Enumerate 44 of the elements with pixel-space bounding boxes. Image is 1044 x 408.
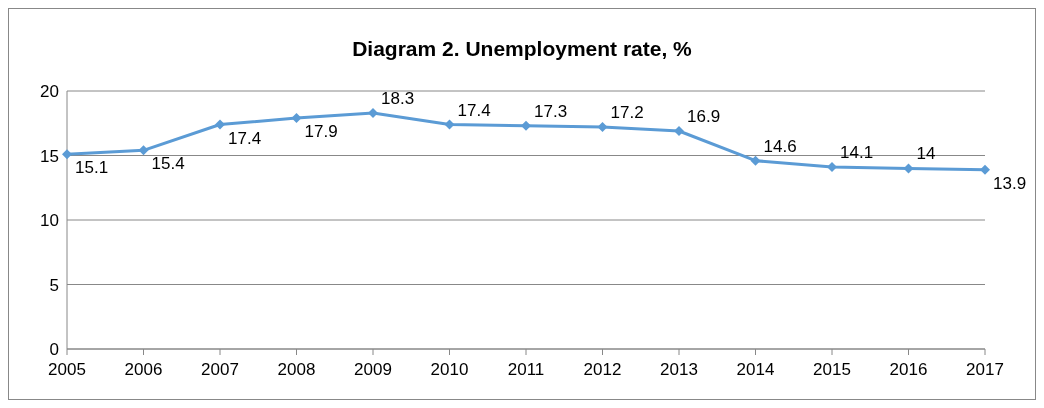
data-label: 17.4 xyxy=(228,128,262,148)
y-tick-label: 5 xyxy=(49,275,59,295)
point xyxy=(980,164,990,175)
point xyxy=(521,120,531,131)
data-label: 17.9 xyxy=(304,122,338,142)
x-tick-label: 2007 xyxy=(201,360,239,380)
point xyxy=(674,125,684,136)
x-tick-label: 2014 xyxy=(736,360,775,380)
point xyxy=(291,113,302,124)
x-tick-label: 2015 xyxy=(813,360,851,380)
x-tick-label: 2012 xyxy=(583,360,622,380)
x-tick-label: 2008 xyxy=(277,360,316,380)
data-label: 14.6 xyxy=(763,136,797,156)
point xyxy=(444,119,455,130)
data-label: 13.9 xyxy=(993,173,1027,193)
data-label: 15.4 xyxy=(151,154,185,174)
x-tick-label: 2005 xyxy=(48,360,86,380)
y-tick-label: 0 xyxy=(49,340,59,360)
data-label: 14.1 xyxy=(840,143,874,163)
x-tick-label: 2009 xyxy=(354,360,392,380)
data-label: 17.3 xyxy=(534,101,568,121)
data-label: 17.4 xyxy=(457,100,491,120)
point xyxy=(903,163,914,174)
data-label: 14 xyxy=(916,144,936,164)
data-label: 18.3 xyxy=(381,88,415,108)
x-tick-label: 2016 xyxy=(889,360,928,380)
x-tick-label: 2013 xyxy=(660,360,698,380)
data-label: 15.1 xyxy=(75,158,109,178)
data-label: 16.9 xyxy=(687,106,721,126)
y-tick-label: 20 xyxy=(40,82,59,102)
point xyxy=(597,122,608,133)
y-tick-label: 10 xyxy=(40,211,59,231)
point xyxy=(750,155,761,166)
point xyxy=(368,107,378,118)
point xyxy=(827,162,837,173)
point xyxy=(215,119,225,130)
x-tick-label: 2011 xyxy=(507,360,545,380)
data-label: 17.2 xyxy=(610,103,644,123)
x-tick-label: 2006 xyxy=(124,360,163,380)
y-tick-label: 15 xyxy=(40,146,59,166)
point xyxy=(62,149,72,160)
chart-title: Diagram 2. Unemployment rate, % xyxy=(351,37,693,61)
x-tick-label: 2010 xyxy=(430,360,469,380)
x-tick-label: 2017 xyxy=(966,360,1004,380)
